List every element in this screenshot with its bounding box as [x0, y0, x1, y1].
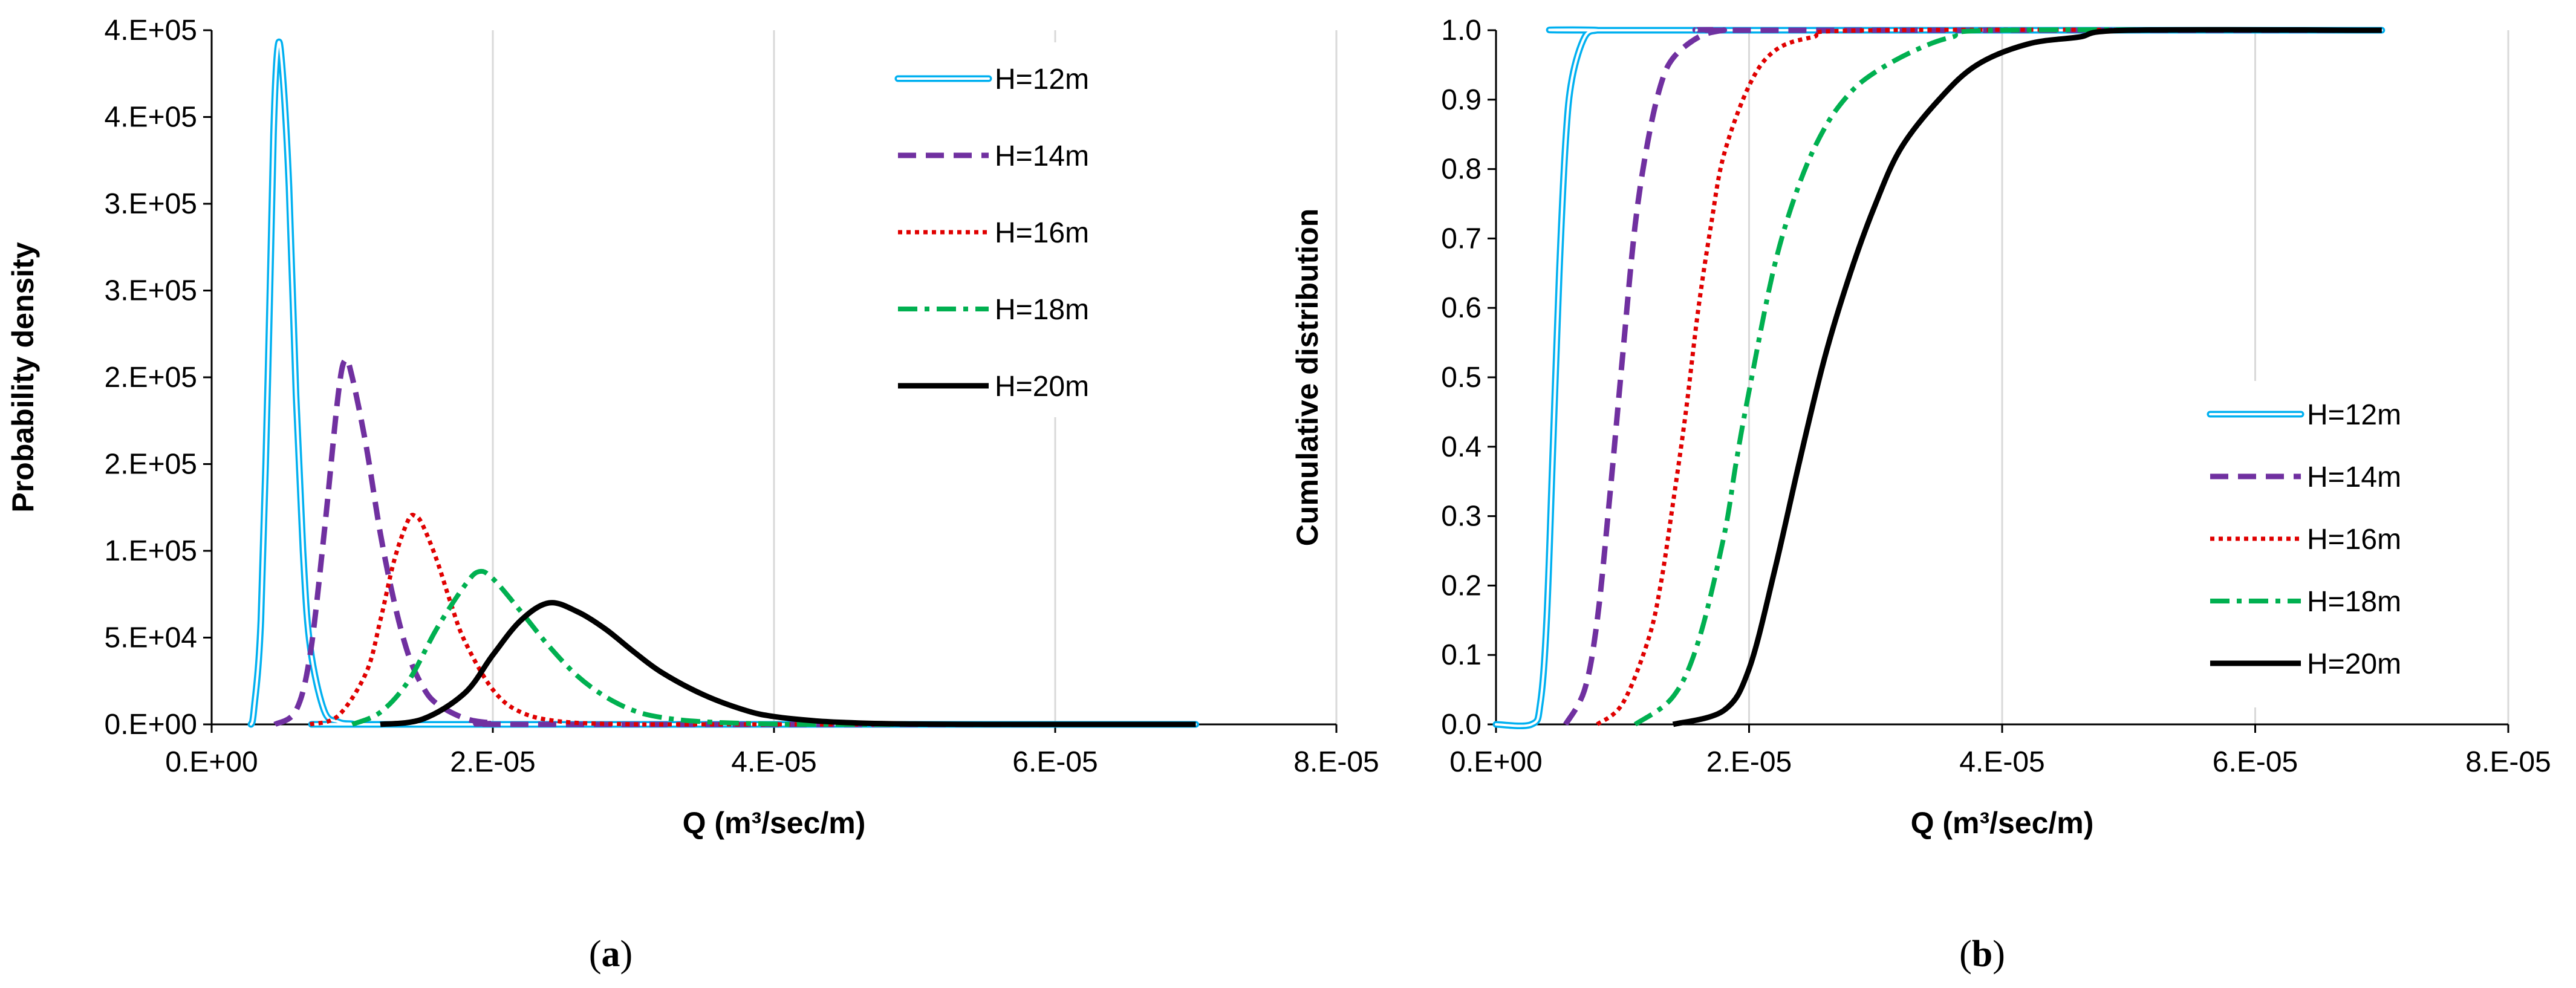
x-tick-label: 0.E+00 — [165, 746, 258, 778]
legend-box — [901, 42, 1143, 417]
legend-label: H=12m — [2307, 399, 2401, 431]
x-tick-label: 6.E-05 — [2213, 746, 2298, 778]
panel-label: (a) — [589, 934, 633, 975]
y-tick-label: 4.E+05 — [105, 102, 197, 134]
y-tick-label: 0.4 — [1441, 431, 1482, 463]
series-line-h-16m — [1596, 27, 2382, 726]
legend-label: H=16m — [2307, 524, 2401, 556]
panel-label-part: ( — [1959, 934, 1972, 975]
series-line-h-18m — [1633, 27, 2382, 727]
legend-label: H=16m — [995, 217, 1089, 249]
legend-label: H=20m — [995, 371, 1089, 403]
panel-label-part: ) — [1992, 934, 2005, 975]
legend-label: H=18m — [995, 294, 1089, 326]
y-tick-label: 1.0 — [1441, 15, 1482, 47]
y-tick-label: 0.3 — [1441, 501, 1482, 533]
chart-panel-b: 0.0 0.1 0.2 0.3 0.4 0.5 0.6 0.7 0.8 0.9 1.0 0.E+00 2… — [1290, 15, 2551, 975]
x-tick-label: 4.E-05 — [1959, 746, 2044, 778]
y-tick-label: 0.5 — [1441, 362, 1482, 394]
y-tick-label: 0.0 — [1441, 709, 1482, 741]
legend-label: H=12m — [995, 63, 1089, 96]
panel-label: (b) — [1959, 934, 2005, 975]
x-axis-label: Q (m³/sec/m) — [683, 806, 866, 840]
y-tick-label: 0.6 — [1441, 292, 1482, 324]
y-tick-label: 2.E+05 — [105, 362, 197, 394]
y-tick-label: 2.E+05 — [105, 449, 197, 481]
x-tick-label: 2.E-05 — [1706, 746, 1792, 778]
panel-label-part: a — [602, 934, 620, 975]
legend-label: H=14m — [2307, 461, 2401, 493]
chart-panel-a: 0.E+00 5.E+04 1.E+05 2.E+05 2.E+05 3.E+05 3.E+… — [6, 15, 1379, 975]
legend-box — [2213, 381, 2455, 707]
y-axis-label: Probability density — [6, 242, 40, 513]
series-line-h-14m — [273, 356, 1196, 727]
series-line-h-18m — [351, 568, 1196, 727]
legend-label: H=18m — [2307, 586, 2401, 618]
y-tick-label: 1.E+05 — [105, 535, 197, 567]
y-tick-label: 4.E+05 — [105, 15, 197, 47]
series-line-h-12m-inner — [250, 41, 1197, 726]
y-tick-label: 0.9 — [1441, 84, 1482, 116]
series-line-h-20m — [380, 600, 1196, 727]
y-tick-label: 0.E+00 — [105, 709, 197, 741]
y-tick-label: 5.E+04 — [105, 622, 197, 654]
legend-label: H=20m — [2307, 648, 2401, 680]
panel-label-part: b — [1972, 934, 1992, 975]
panel-label-part: ) — [620, 934, 633, 975]
y-axis-label: Cumulative distribution — [1290, 209, 1324, 546]
x-tick-label: 6.E-05 — [1012, 746, 1098, 778]
series-line-h-20m — [1672, 27, 2382, 727]
x-tick-label: 2.E-05 — [450, 746, 535, 778]
x-tick-label: 8.E-05 — [1293, 746, 1379, 778]
series-line-h-14m — [1563, 27, 2382, 726]
y-tick-label: 0.8 — [1441, 154, 1482, 186]
x-tick-label: 4.E-05 — [731, 746, 816, 778]
legend-label: H=14m — [995, 140, 1089, 172]
y-tick-label: 3.E+05 — [105, 275, 197, 307]
series-line-h-16m — [309, 513, 1196, 727]
panel-label-part: ( — [589, 934, 602, 975]
y-tick-label: 3.E+05 — [105, 188, 197, 220]
x-tick-label: 0.E+00 — [1449, 746, 1542, 778]
y-tick-label: 0.1 — [1441, 639, 1482, 671]
y-tick-label: 0.2 — [1441, 570, 1482, 602]
x-tick-label: 8.E-05 — [2465, 746, 2551, 778]
y-tick-label: 0.7 — [1441, 223, 1482, 255]
x-axis-label: Q (m³/sec/m) — [1911, 806, 2094, 840]
